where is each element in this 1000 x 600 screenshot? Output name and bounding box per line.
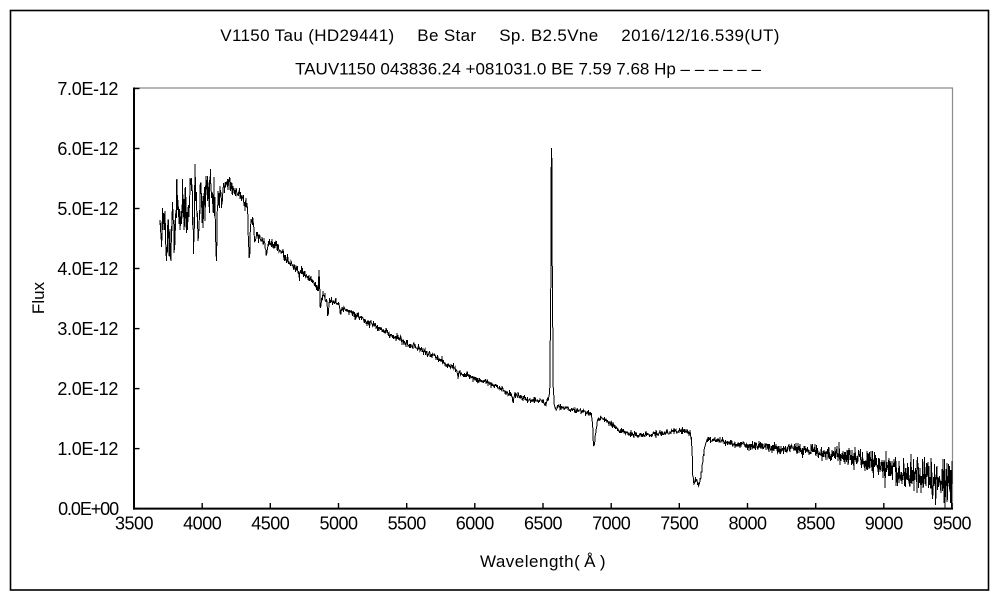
svg-text:4500: 4500 [251,514,290,534]
svg-text:7000: 7000 [592,514,631,534]
svg-text:1.0E-12: 1.0E-12 [57,439,118,459]
svg-text:7500: 7500 [660,514,699,534]
svg-text:4000: 4000 [183,514,222,534]
svg-text:0.0E+00: 0.0E+00 [58,499,119,519]
svg-text:5.0E-12: 5.0E-12 [57,199,118,219]
svg-text:3500: 3500 [115,514,154,534]
svg-text:8000: 8000 [728,514,767,534]
svg-text:V1150 Tau (HD29441) Be Star: V1150 Tau (HD29441) Be Star Sp. B2.5Vne … [220,26,779,45]
svg-text:5000: 5000 [319,514,358,534]
svg-text:Wavelength( Å ): Wavelength( Å ) [480,552,606,571]
svg-text:TAUV1150 043836.24 +081031.0 B: TAUV1150 043836.24 +081031.0 BE 7.59 7.6… [295,60,761,79]
svg-text:6000: 6000 [456,514,495,534]
svg-text:Flux: Flux [29,281,48,314]
svg-text:6500: 6500 [524,514,563,534]
svg-text:8500: 8500 [797,514,836,534]
svg-text:5500: 5500 [388,514,427,534]
svg-text:9000: 9000 [865,514,904,534]
svg-text:6.0E-12: 6.0E-12 [57,139,118,159]
svg-text:7.0E-12: 7.0E-12 [57,79,118,99]
svg-text:9500: 9500 [933,514,972,534]
svg-text:3.0E-12: 3.0E-12 [57,319,118,339]
svg-text:2.0E-12: 2.0E-12 [57,379,118,399]
svg-text:4.0E-12: 4.0E-12 [57,259,118,279]
